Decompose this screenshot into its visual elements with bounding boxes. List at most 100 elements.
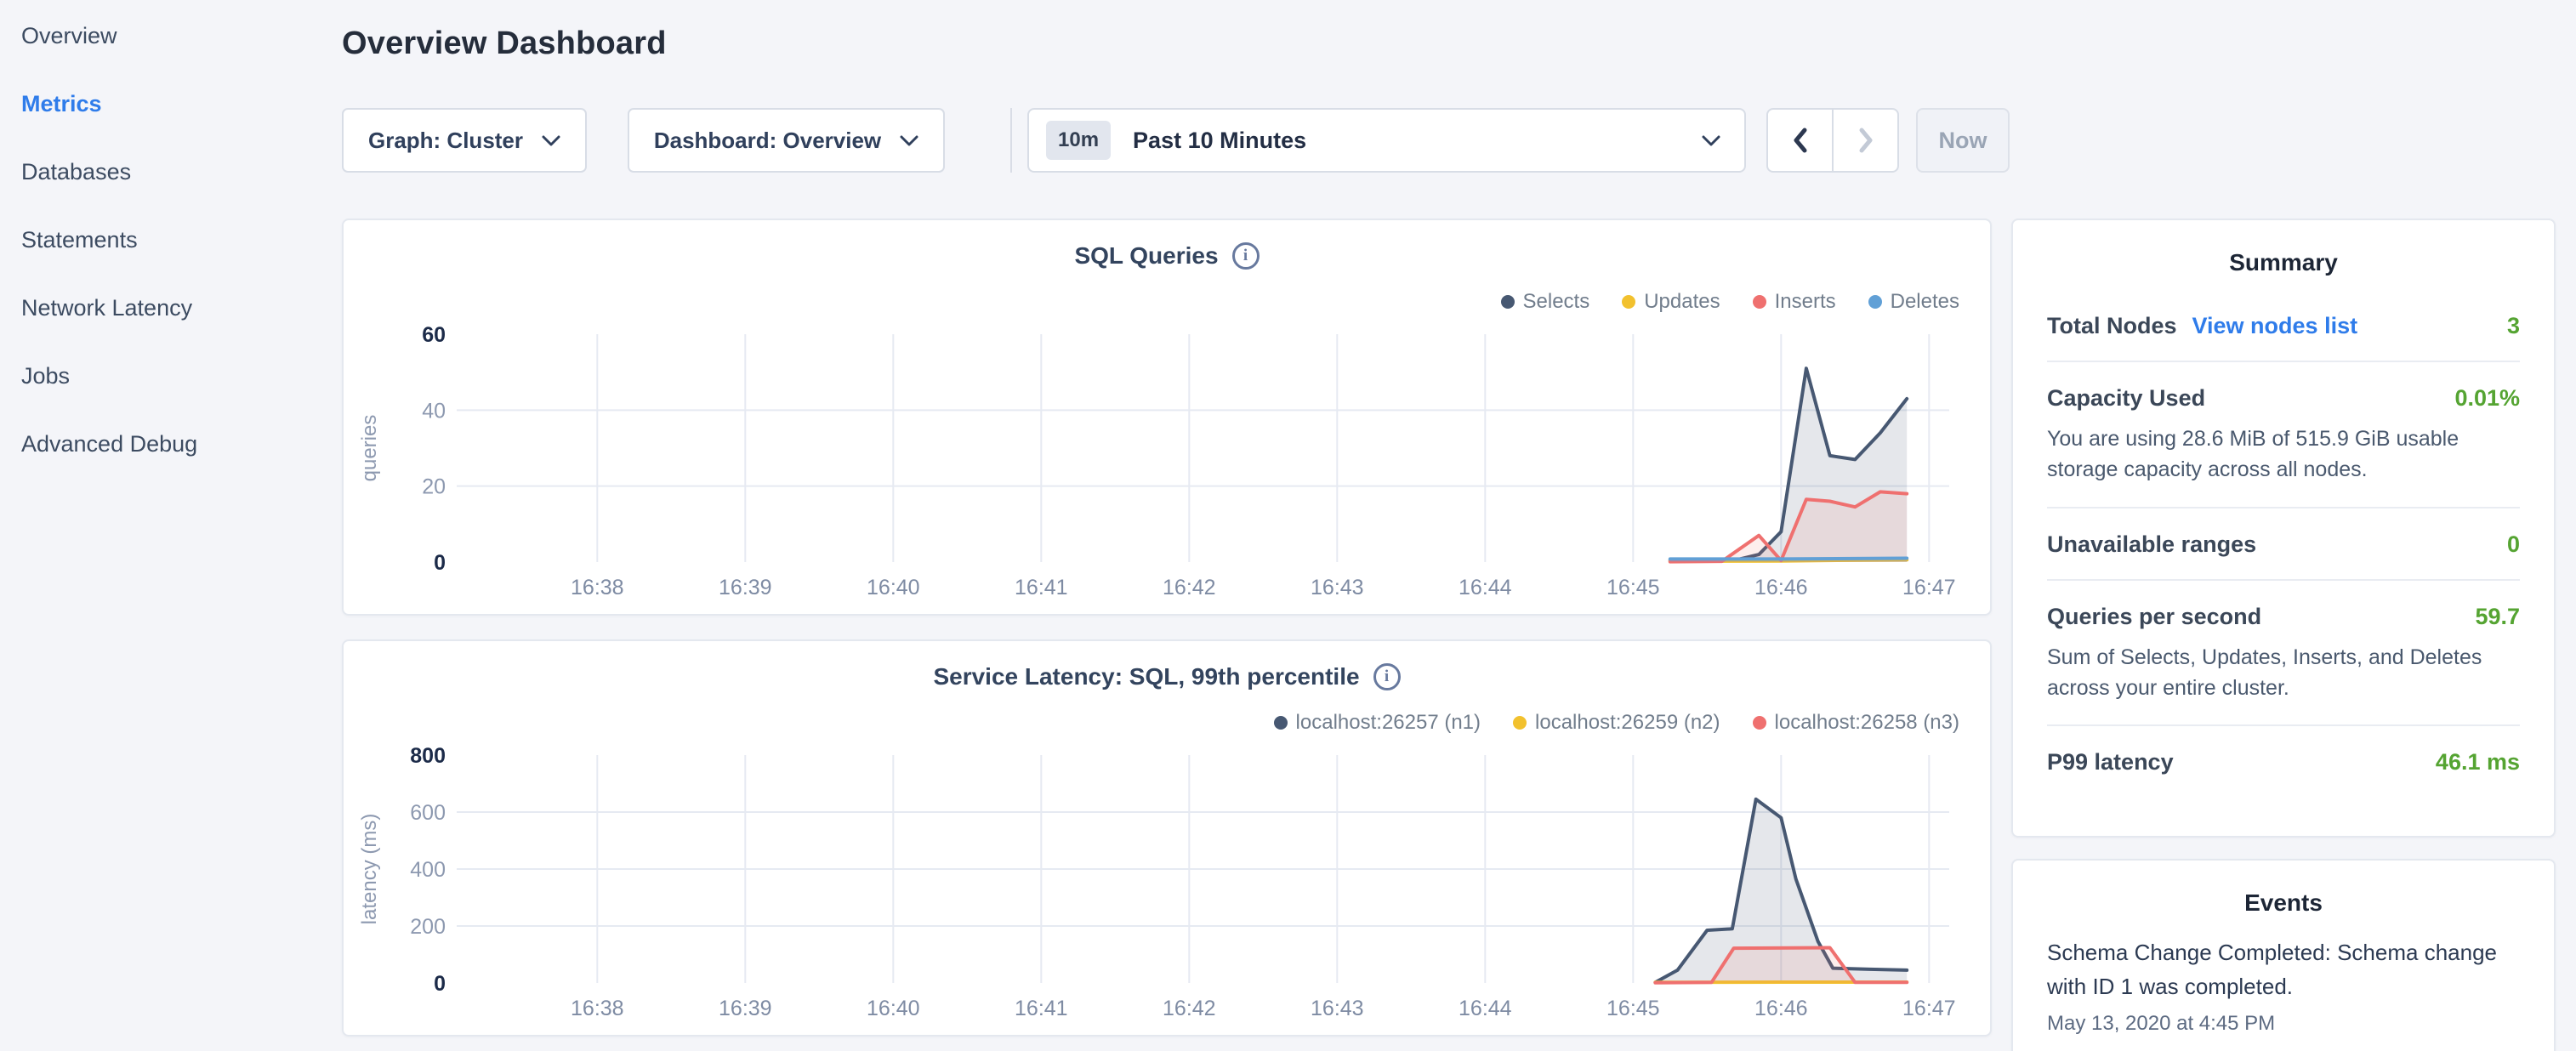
svg-text:16:44: 16:44 <box>1459 576 1512 599</box>
legend-dot-icon <box>1753 295 1766 309</box>
graph-dropdown-label: Graph: Cluster <box>368 128 523 154</box>
summary-row: Queries per second59.7Sum of Selects, Up… <box>2047 579 2520 725</box>
info-icon[interactable]: i <box>1232 242 1260 270</box>
previous-timespan-button[interactable] <box>1766 108 1833 173</box>
legend-item: localhost:26257 (n1) <box>1274 711 1481 735</box>
view-nodes-list-link[interactable]: View nodes list <box>2192 313 2358 339</box>
svg-text:0: 0 <box>434 551 446 575</box>
svg-text:16:38: 16:38 <box>571 997 624 1020</box>
chart-title-row: SQL Queries i <box>344 242 1990 270</box>
next-timespan-button[interactable] <box>1833 108 1899 173</box>
dashboard-dropdown[interactable]: Dashboard: Overview <box>628 108 945 173</box>
svg-text:16:46: 16:46 <box>1754 997 1808 1020</box>
summary-panel: Summary Total NodesView nodes list3Capac… <box>2011 219 2556 838</box>
legend-label: localhost:26258 (n3) <box>1775 711 1959 735</box>
summary-row-value: 46.1 ms <box>2436 749 2520 775</box>
time-pager <box>1766 108 1899 173</box>
legend-label: Selects <box>1523 290 1590 314</box>
summary-row: Unavailable ranges 0 <box>2047 507 2520 579</box>
svg-text:latency (ms): latency (ms) <box>358 814 381 925</box>
sidebar-item-databases[interactable]: Databases <box>21 138 332 206</box>
summary-row-label: Total Nodes <box>2047 313 2177 339</box>
svg-text:16:39: 16:39 <box>719 576 772 599</box>
time-range-badge: 10m <box>1046 121 1111 160</box>
chart-title: SQL Queries <box>1074 242 1218 270</box>
svg-text:16:47: 16:47 <box>1902 997 1956 1020</box>
svg-text:16:39: 16:39 <box>719 997 772 1020</box>
sidebar-nav: OverviewMetricsDatabasesStatementsNetwor… <box>0 0 332 1051</box>
summary-row-value: 59.7 <box>2475 604 2520 630</box>
graph-dropdown[interactable]: Graph: Cluster <box>342 108 587 173</box>
svg-text:16:40: 16:40 <box>867 997 920 1020</box>
legend-dot-icon <box>1868 295 1882 309</box>
legend-item: Updates <box>1622 290 1720 314</box>
sidebar-item-statements[interactable]: Statements <box>21 206 332 274</box>
svg-text:queries: queries <box>358 415 381 482</box>
time-range-selector[interactable]: 10m Past 10 Minutes <box>1027 108 1746 173</box>
sidebar-item-jobs[interactable]: Jobs <box>21 342 332 410</box>
now-button[interactable]: Now <box>1916 108 2010 173</box>
svg-text:16:41: 16:41 <box>1015 997 1068 1020</box>
svg-text:60: 60 <box>422 323 446 347</box>
svg-text:16:47: 16:47 <box>1902 576 1956 599</box>
legend-item: localhost:26258 (n3) <box>1753 711 1959 735</box>
summary-row-value: 0 <box>2507 531 2520 558</box>
chevron-right-icon <box>1857 127 1874 154</box>
svg-text:16:42: 16:42 <box>1163 997 1216 1020</box>
summary-row-label: P99 latency <box>2047 749 2174 775</box>
toolbar-divider <box>1010 108 1012 173</box>
event-timestamp: May 13, 2020 at 4:45 PM <box>2047 1012 2520 1036</box>
events-panel: Events Schema Change Completed: Schema c… <box>2011 859 2556 1051</box>
summary-row: P99 latency 46.1 ms <box>2047 724 2520 797</box>
svg-text:16:43: 16:43 <box>1311 576 1364 599</box>
info-icon[interactable]: i <box>1373 663 1401 690</box>
svg-text:16:41: 16:41 <box>1015 576 1068 599</box>
chevron-down-icon <box>1702 135 1720 146</box>
svg-text:16:40: 16:40 <box>867 576 920 599</box>
service-latency-chart-card: Service Latency: SQL, 99th percentile i lo… <box>342 639 1992 1037</box>
chart-title-row: Service Latency: SQL, 99th percentile i <box>344 663 1990 690</box>
summary-row: Total Nodes View nodes list 3 <box>2047 290 2520 361</box>
sidebar-item-network-latency[interactable]: Network Latency <box>21 274 332 342</box>
svg-text:0: 0 <box>434 972 446 996</box>
events-title: Events <box>2047 889 2520 917</box>
chart-title: Service Latency: SQL, 99th percentile <box>933 663 1359 690</box>
summary-row-label: Unavailable ranges <box>2047 531 2256 558</box>
svg-text:800: 800 <box>410 744 446 768</box>
legend-label: localhost:26259 (n2) <box>1535 711 1720 735</box>
toolbar: Graph: Cluster Dashboard: Overview 10m P… <box>342 108 1992 173</box>
chart-plot: 16:3816:3916:4016:4116:4216:4316:4416:45… <box>344 735 1959 1028</box>
legend-item: Deletes <box>1868 290 1959 314</box>
legend-item: Selects <box>1501 290 1590 314</box>
summary-row-label: Capacity Used <box>2047 385 2205 412</box>
legend-dot-icon <box>1501 295 1515 309</box>
summary-row-description: Sum of Selects, Updates, Inserts, and De… <box>2047 642 2520 704</box>
svg-text:200: 200 <box>410 915 446 939</box>
chart-legend: localhost:26257 (n1) localhost:26259 (n2)… <box>1274 711 1959 735</box>
legend-item: localhost:26259 (n2) <box>1513 711 1720 735</box>
chart-plot: 16:3816:3916:4016:4116:4216:4316:4416:45… <box>344 314 1959 607</box>
summary-row: Capacity Used0.01%You are using 28.6 MiB… <box>2047 361 2520 507</box>
svg-text:20: 20 <box>422 475 446 499</box>
sidebar-item-overview[interactable]: Overview <box>21 2 332 70</box>
dashboard-dropdown-label: Dashboard: Overview <box>654 128 881 154</box>
chevron-left-icon <box>1792 127 1809 154</box>
svg-text:16:45: 16:45 <box>1606 997 1660 1020</box>
svg-text:40: 40 <box>422 399 446 423</box>
sidebar-item-metrics[interactable]: Metrics <box>21 70 332 138</box>
svg-text:16:46: 16:46 <box>1754 576 1808 599</box>
legend-label: Updates <box>1644 290 1720 314</box>
svg-text:400: 400 <box>410 858 446 882</box>
summary-row-value: 3 <box>2507 313 2520 339</box>
legend-label: Inserts <box>1775 290 1836 314</box>
chevron-down-icon <box>900 135 918 146</box>
chart-legend: Selects Updates Inserts Deletes <box>1501 290 1960 314</box>
svg-text:16:44: 16:44 <box>1459 997 1512 1020</box>
legend-label: localhost:26257 (n1) <box>1296 711 1481 735</box>
page-title: Overview Dashboard <box>342 26 667 62</box>
legend-dot-icon <box>1622 295 1635 309</box>
time-range-label: Past 10 Minutes <box>1133 128 1306 154</box>
sidebar-item-advanced-debug[interactable]: Advanced Debug <box>21 410 332 478</box>
legend-dot-icon <box>1753 716 1766 730</box>
svg-text:600: 600 <box>410 801 446 825</box>
